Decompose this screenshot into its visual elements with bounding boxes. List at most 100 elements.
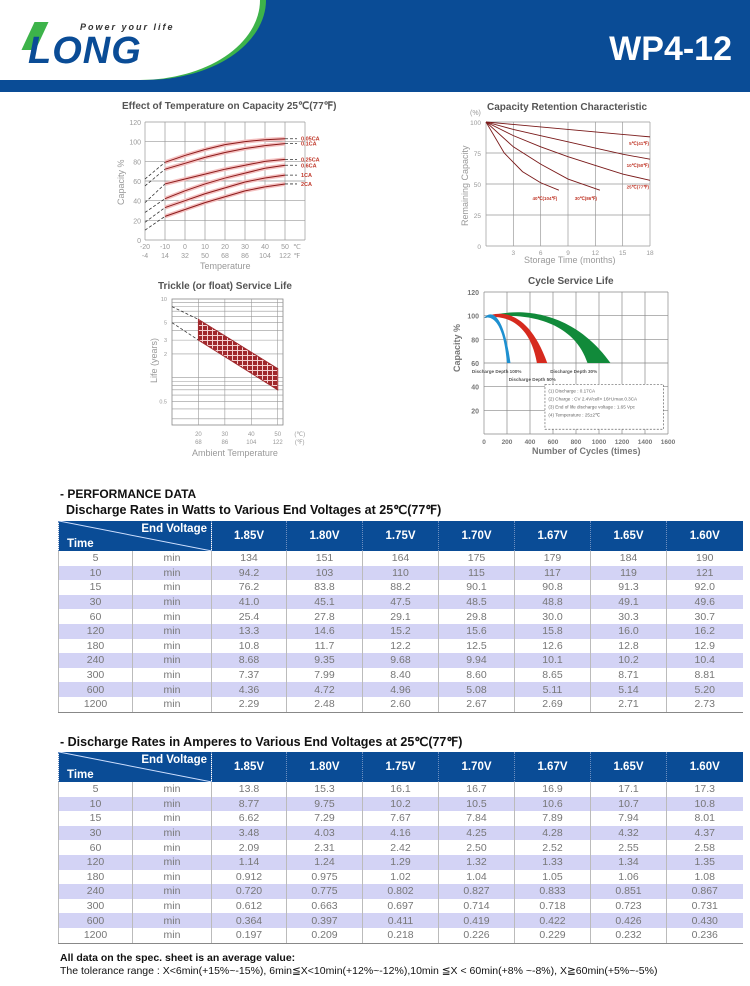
note-line: (2) Charge : CV 2.4V/cell× 16H,Imax.0.3C… bbox=[548, 396, 638, 401]
x-tick-label: 0 bbox=[482, 439, 486, 446]
series-label: 30℃(86℉) bbox=[575, 195, 598, 201]
value-cell: 10.2 bbox=[362, 796, 439, 812]
value-cell: 10.5 bbox=[438, 796, 515, 812]
voltage-header: 1.70V bbox=[438, 752, 515, 782]
value-cell: 8.81 bbox=[666, 667, 743, 683]
chart-retention-xlabel: Storage Time (months) bbox=[524, 255, 616, 265]
y-tick-label: 75 bbox=[474, 151, 482, 158]
series-label: 5℃(41℉) bbox=[629, 140, 649, 146]
chart-float-life-xlabel: Ambient Temperature bbox=[192, 448, 278, 458]
model-number: WP4-12 bbox=[609, 30, 732, 68]
series-label: Discharge Depth 100% bbox=[472, 369, 522, 374]
note-line: (1) Discharge : 0.17CA bbox=[548, 388, 596, 393]
series-line bbox=[485, 121, 601, 191]
x-tick-label: 6 bbox=[539, 250, 543, 257]
value-cell: 0.851 bbox=[590, 884, 667, 899]
voltage-header: 1.60V bbox=[666, 521, 743, 551]
notes-box bbox=[544, 383, 664, 430]
x-tick-label-c: -10 bbox=[160, 244, 170, 251]
chart-cycle-life-title: Cycle Service Life bbox=[528, 276, 614, 287]
value-cell: 2.52 bbox=[514, 840, 591, 855]
value-cell: 0.209 bbox=[286, 927, 363, 944]
watts-table: End Voltage Time 1.85V 1.80V 1.75V 1.70V 1.67V… bbox=[58, 521, 743, 713]
value-cell: 10.2 bbox=[590, 653, 667, 668]
voltage-header: 1.60V bbox=[666, 752, 743, 782]
time-cell: 15 bbox=[58, 580, 133, 595]
x-tick-label: 15 bbox=[619, 250, 627, 257]
series-label: 0.05CA bbox=[301, 137, 320, 143]
value-cell: 15.2 bbox=[362, 623, 439, 639]
value-cell: 4.28 bbox=[514, 825, 591, 841]
table-row: 1200 min 2.29 2.48 2.60 2.67 2.69 2.71 2.73 bbox=[58, 696, 743, 713]
y-tick-label: 0 bbox=[477, 244, 481, 251]
series-line bbox=[485, 121, 651, 160]
x-tick-label-f: 86 bbox=[241, 253, 249, 260]
x-tick-label: 3 bbox=[512, 250, 516, 257]
y-tick-label: 60 bbox=[133, 179, 141, 186]
series-label: 0.1CA bbox=[301, 142, 317, 148]
value-cell: 2.58 bbox=[666, 840, 743, 855]
y-tick-label: 120 bbox=[467, 290, 479, 297]
value-cell: 0.397 bbox=[286, 913, 363, 928]
value-cell: 10.8 bbox=[666, 796, 743, 812]
value-cell: 12.9 bbox=[666, 638, 743, 654]
voltage-header: 1.80V bbox=[286, 521, 363, 551]
y-tick-label: 100 bbox=[470, 120, 481, 127]
y-tick-label: 5 bbox=[164, 321, 167, 327]
value-cell: 4.96 bbox=[362, 682, 439, 697]
value-cell: 16.2 bbox=[666, 623, 743, 639]
y-tick-label: 100 bbox=[129, 140, 141, 147]
table-row: 10 min 94.2 103 110 115 117 119 121 bbox=[58, 565, 743, 581]
value-cell: 91.3 bbox=[590, 580, 667, 595]
value-cell: 7.84 bbox=[438, 811, 515, 826]
value-cell: 119 bbox=[590, 565, 667, 581]
value-cell: 9.94 bbox=[438, 653, 515, 668]
unit-cell: min bbox=[132, 594, 212, 610]
value-cell: 8.60 bbox=[438, 667, 515, 683]
unit-cell: min bbox=[132, 840, 212, 855]
table-row: 10 min 8.77 9.75 10.2 10.5 10.6 10.7 10.8 bbox=[58, 796, 743, 812]
unit-cell: min bbox=[132, 913, 212, 928]
value-cell: 0.697 bbox=[362, 898, 439, 914]
value-cell: 25.4 bbox=[211, 609, 287, 624]
time-cell: 60 bbox=[58, 840, 133, 855]
table-row: 300 min 0.612 0.663 0.697 0.714 0.718 0.723 0.73… bbox=[58, 898, 743, 914]
unit-cell: min bbox=[132, 898, 212, 914]
value-cell: 0.827 bbox=[438, 884, 515, 899]
value-cell: 121 bbox=[666, 565, 743, 581]
table-row: 60 min 2.09 2.31 2.42 2.50 2.52 2.55 2.58 bbox=[58, 840, 743, 855]
value-cell: 94.2 bbox=[211, 565, 287, 581]
value-cell: 48.8 bbox=[514, 594, 591, 610]
table-row: 60 min 25.4 27.8 29.1 29.8 30.0 30.3 30.7 bbox=[58, 609, 743, 624]
unit-cell: min bbox=[132, 551, 212, 566]
value-cell: 5.20 bbox=[666, 682, 743, 697]
series-label: Discharge Depth 30% bbox=[550, 369, 597, 374]
x-unit-c: ℃ bbox=[293, 244, 301, 251]
value-cell: 2.60 bbox=[362, 696, 439, 713]
value-cell: 1.02 bbox=[362, 869, 439, 885]
time-cell: 15 bbox=[58, 811, 133, 826]
value-cell: 17.3 bbox=[666, 782, 743, 797]
time-label: Time bbox=[67, 769, 94, 781]
value-cell: 15.8 bbox=[514, 623, 591, 639]
note-line: (4) Temperature : 25±2℃ bbox=[548, 412, 601, 417]
extrapolation-line bbox=[171, 322, 199, 341]
value-cell: 0.718 bbox=[514, 898, 591, 914]
value-cell: 13.8 bbox=[211, 782, 287, 797]
unit-cell: min bbox=[132, 696, 212, 713]
time-cell: 30 bbox=[58, 594, 133, 610]
table-row: 240 min 8.68 9.35 9.68 9.94 10.1 10.2 10.4 bbox=[58, 653, 743, 668]
unit-cell: min bbox=[132, 638, 212, 654]
series-label: 2CA bbox=[301, 182, 312, 188]
value-cell: 7.37 bbox=[211, 667, 287, 683]
chart-retention-yunit: (%) bbox=[470, 110, 481, 117]
series-line bbox=[164, 143, 286, 170]
value-cell: 2.42 bbox=[362, 840, 439, 855]
time-cell: 1200 bbox=[58, 927, 133, 944]
y-tick-label: 120 bbox=[129, 120, 141, 127]
note-average: All data on the spec. sheet is an averag… bbox=[60, 952, 296, 964]
unit-cell: min bbox=[132, 667, 212, 683]
voltage-header: 1.65V bbox=[590, 752, 667, 782]
x-tick-label-f: 32 bbox=[181, 253, 189, 260]
table-row: 600 min 4.36 4.72 4.96 5.08 5.11 5.14 5.20 bbox=[58, 682, 743, 697]
